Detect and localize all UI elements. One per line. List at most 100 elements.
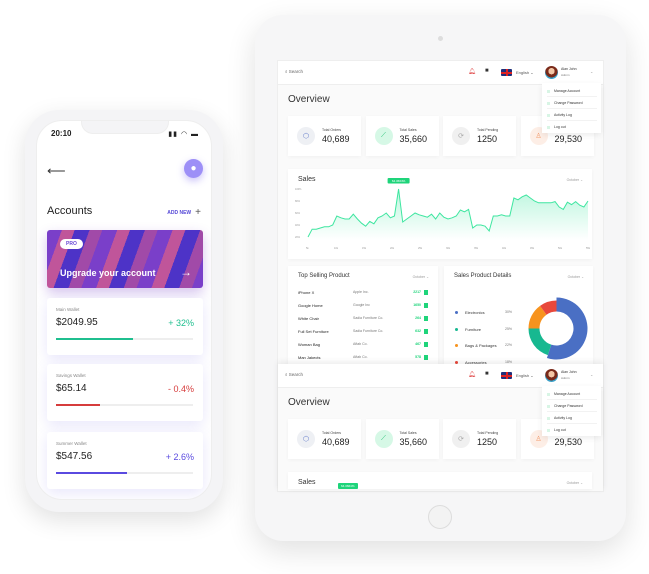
user-avatar[interactable]	[545, 369, 558, 382]
x-tick-label: 20k	[390, 247, 395, 250]
period-label: October	[566, 178, 580, 182]
upgrade-banner[interactable]: PRO Upgrade your account →	[47, 230, 203, 288]
product-company: Aftab Co.	[353, 355, 368, 359]
sales-chart: 20% 40% 60% 80% 100% 5k 10k 15k 20k 25k 30k 35k 40k 4…	[295, 178, 591, 250]
page-title: Overview	[288, 94, 330, 105]
status-time: 20:10	[51, 129, 72, 138]
add-new-label: ADD NEW	[167, 209, 192, 216]
period-dropdown[interactable]: October ⌄	[566, 481, 583, 485]
dashboard-screen: ⌕ Search 🔔︎ ■ English ⌄ Alan John Admin …	[278, 61, 603, 365]
period-dropdown[interactable]: October ⌄	[567, 275, 584, 279]
x-tick-label: 40k	[502, 247, 507, 250]
stat-card: ⟋ Total Sales 35,660	[365, 116, 439, 156]
uk-flag-icon[interactable]	[501, 69, 512, 76]
sales-card: Sales October ⌄ 20% 40% 60% 80% 100% 5k 10k 15k…	[288, 169, 592, 259]
search-input[interactable]: ⌕ Search	[285, 372, 303, 377]
tablet-screen: ⌕ Search 🔔︎ ■ English ⌄ Alan John Admin …	[277, 60, 604, 492]
product-row[interactable]: Full Set Furniture Sadia Furniture Co. 6…	[298, 329, 428, 342]
search-placeholder: Search	[288, 372, 304, 377]
period-dropdown[interactable]: October ⌄	[412, 275, 429, 279]
tooltip: 64.3664%	[338, 483, 358, 489]
legend-value: 30%	[505, 310, 513, 314]
donut-slice-accessories[interactable]	[540, 300, 557, 315]
back-arrow-icon[interactable]: ⟵	[47, 163, 66, 178]
arrow-right-icon[interactable]: →	[180, 265, 192, 279]
product-row[interactable]: Google Home Google Inc 1650	[298, 303, 428, 316]
stat-value: 29,530	[554, 134, 583, 144]
language-select[interactable]: English ⌄	[516, 373, 534, 378]
user-role: Admin	[561, 375, 570, 380]
wallet-change: - 0.4%	[167, 384, 194, 394]
value-marker	[423, 355, 428, 360]
product-name: White Chair	[298, 316, 319, 321]
menu-activity-log[interactable]: Activity Log	[547, 113, 597, 121]
search-placeholder: Search	[288, 69, 304, 74]
chevron-down-icon[interactable]: ⌄	[590, 372, 594, 377]
menu-manage-account[interactable]: Manage Account	[547, 89, 597, 97]
product-row[interactable]: Woman Bag Aftab Co. 467	[298, 342, 428, 355]
x-tick-label: 15k	[362, 247, 367, 250]
value-marker	[423, 316, 428, 321]
search-input[interactable]: ⌕ Search	[285, 69, 303, 74]
top-selling-title: Top Selling Product	[298, 273, 350, 279]
product-name: iPhone X	[298, 290, 315, 295]
donut-slice-furniture[interactable]	[528, 328, 552, 356]
period-dropdown[interactable]: October ⌄	[566, 178, 583, 182]
bell-icon[interactable]: 🔔︎	[468, 69, 476, 75]
top-selling-card: Top Selling Product October ⌄ iPhone X A…	[288, 266, 438, 364]
menu-change-password[interactable]: Change Password	[547, 101, 597, 109]
wallet-card[interactable]: Summer Wallet $547.56 + 2.6%	[47, 432, 203, 489]
stat-card: ⟳ Total Pending 1250	[443, 419, 516, 459]
period-label: October	[567, 275, 581, 279]
upgrade-text: Upgrade your account	[60, 268, 156, 278]
progress-fill	[56, 404, 100, 406]
product-row[interactable]: Man Jakects Aftab Co. 578	[298, 355, 428, 368]
x-tick-label: 10k	[334, 247, 339, 250]
avatar[interactable]: ●	[184, 159, 203, 178]
menu-log-out[interactable]: Log out	[547, 428, 597, 435]
stat-card: ⟳ Total Pending 1250	[443, 116, 516, 156]
donut-slice-electronics[interactable]	[546, 297, 588, 360]
stat-label: Total Pending	[477, 128, 499, 132]
stat-value: 40,689	[322, 437, 350, 447]
value-marker	[423, 342, 428, 347]
menu-change-password[interactable]: Change Password	[547, 404, 597, 412]
menu-activity-log[interactable]: Activity Log	[547, 416, 597, 424]
user-avatar[interactable]	[545, 66, 558, 79]
home-button[interactable]	[428, 505, 452, 529]
add-new-button[interactable]: ADD NEW +	[167, 207, 201, 218]
chat-icon[interactable]: ■	[485, 371, 489, 377]
chevron-down-icon[interactable]: ⌄	[590, 69, 594, 74]
product-details-title: Sales Product Details	[454, 273, 512, 279]
legend-dot	[455, 327, 458, 331]
user-menu: Manage Account Change Password Activity …	[542, 83, 601, 133]
wallet-card[interactable]: Savings Wallet $65.14 - 0.4%	[47, 364, 203, 421]
tooltip-value: 64.3664%	[392, 179, 406, 183]
legend-value: 25%	[505, 326, 513, 331]
stat-value: 1250	[477, 134, 498, 144]
stat-card: ⟋ Total Sales 35,660	[365, 419, 439, 459]
uk-flag-icon[interactable]	[501, 372, 512, 379]
stat-value: 35,660	[399, 437, 428, 447]
value-marker	[423, 329, 428, 334]
chat-icon[interactable]: ■	[485, 68, 489, 74]
language-select[interactable]: English ⌄	[516, 70, 534, 75]
legend-item: Electronics 30%	[455, 310, 512, 315]
user-menu: Manage Account Change Password Activity …	[542, 386, 601, 436]
menu-manage-account[interactable]: Manage Account	[547, 392, 597, 400]
product-row[interactable]: iPhone X Apple Inc. 2217	[298, 290, 428, 303]
menu-log-out[interactable]: Log out	[547, 125, 597, 132]
sales-title: Sales	[298, 176, 316, 183]
legend-dot	[455, 360, 458, 364]
wallet-change: + 2.6%	[165, 452, 194, 462]
product-company: Google Inc	[353, 303, 370, 307]
product-row[interactable]: White Chair Sadia Furniture Co. 264	[298, 316, 428, 329]
bell-icon[interactable]: 🔔︎	[468, 372, 476, 378]
user-role: Admin	[561, 72, 570, 77]
product-value: 1650	[413, 303, 421, 307]
wallet-card[interactable]: Main Wallet $2049.95 + 32%	[47, 298, 203, 355]
stat-card: ⬡ Total Orders 40,689	[288, 419, 361, 459]
donut-slice-bags-packages[interactable]	[528, 305, 547, 329]
donut-chart	[528, 297, 588, 360]
stat-value: 35,660	[399, 134, 428, 144]
